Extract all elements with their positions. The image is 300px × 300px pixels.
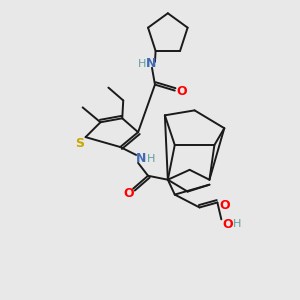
Text: H: H — [138, 59, 146, 69]
Text: S: S — [75, 136, 84, 150]
Text: N: N — [136, 152, 146, 165]
Text: O: O — [219, 199, 230, 212]
Text: O: O — [123, 187, 134, 200]
Text: O: O — [176, 85, 187, 98]
Text: N: N — [146, 57, 156, 70]
Text: H: H — [233, 219, 242, 229]
Text: H: H — [147, 154, 155, 164]
Text: O: O — [222, 218, 232, 231]
